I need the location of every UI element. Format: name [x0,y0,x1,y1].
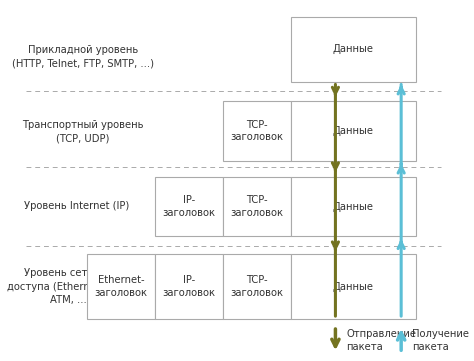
Text: Данные: Данные [333,126,374,136]
Bar [155,254,223,319]
Text: Уровень сетевого
доступа (Ethernet, FDDI,
ATM, ...): Уровень сетевого доступа (Ethernet, FDDI… [7,268,134,305]
Text: Транспортный уровень
(TCP, UDP): Транспортный уровень (TCP, UDP) [22,120,144,144]
Bar [291,177,416,236]
Text: Получение
пакета: Получение пакета [412,329,469,352]
Text: Данные: Данные [333,44,374,54]
Text: IP-
заголовок: IP- заголовок [163,275,216,298]
Text: IP-
заголовок: IP- заголовок [163,195,216,218]
Bar [291,101,416,161]
Bar [291,254,416,319]
Text: Данные: Данные [333,201,374,212]
Text: TCP-
заголовок: TCP- заголовок [230,195,283,218]
Bar [223,254,291,319]
Bar [155,177,223,236]
Text: Ethernet-
заголовок: Ethernet- заголовок [95,275,148,298]
Text: Прикладной уровень
(HTTP, Telnet, FTP, SMTP, ...): Прикладной уровень (HTTP, Telnet, FTP, S… [12,45,154,68]
Text: TCP-
заголовок: TCP- заголовок [230,120,283,142]
Bar [291,17,416,82]
Text: Данные: Данные [333,282,374,292]
Bar [223,101,291,161]
Bar [87,254,155,319]
Text: TCP-
заголовок: TCP- заголовок [230,275,283,298]
Bar [223,177,291,236]
Text: Уровень Internet (IP): Уровень Internet (IP) [24,201,129,211]
Text: Отправление
пакета: Отправление пакета [346,329,416,352]
